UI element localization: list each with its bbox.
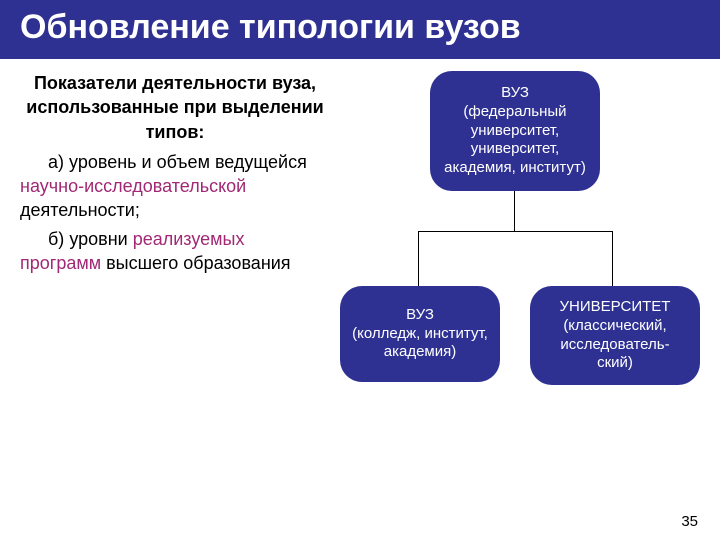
node-label: ВУЗ (федеральный университет, университе… [440,84,590,178]
slide: Обновление типологии вузов Показатели де… [0,0,720,540]
node-left: ВУЗ (колледж, институт, академия) [340,286,500,382]
criterion-1: б) уровни реализуемых программ высшего о… [20,227,330,276]
node-right: УНИВЕРСИТЕТ (классический, исследователь… [530,286,700,385]
criterion-text: деятельности; [20,200,140,220]
connector-3 [612,231,613,286]
criteria-list: а) уровень и объем ведущейся научно-иссл… [20,150,330,275]
node-root: ВУЗ (федеральный университет, университе… [430,71,600,191]
criterion-label: б) [48,229,64,249]
criterion-label: а) [48,152,64,172]
left-heading: Показатели деятельности вуза, использова… [20,71,330,144]
criterion-text: уровни [64,229,132,249]
connector-2 [418,231,419,286]
diagram: ВУЗ (федеральный университет, университе… [340,71,700,451]
criterion-0: а) уровень и объем ведущейся научно-иссл… [20,150,330,223]
criterion-highlight: научно-исследовательской [20,176,246,196]
connector-0 [514,191,515,231]
criterion-text: высшего образования [101,253,290,273]
connector-1 [418,231,612,232]
node-label: УНИВЕРСИТЕТ (классический, исследователь… [540,298,690,373]
slide-body: Показатели деятельности вуза, использова… [0,59,720,451]
criterion-text: уровень и объем ведущейся [64,152,307,172]
node-label: ВУЗ (колледж, институт, академия) [350,306,490,362]
slide-title: Обновление типологии вузов [0,0,720,59]
left-column: Показатели деятельности вуза, использова… [20,71,340,451]
page-number: 35 [681,513,698,530]
